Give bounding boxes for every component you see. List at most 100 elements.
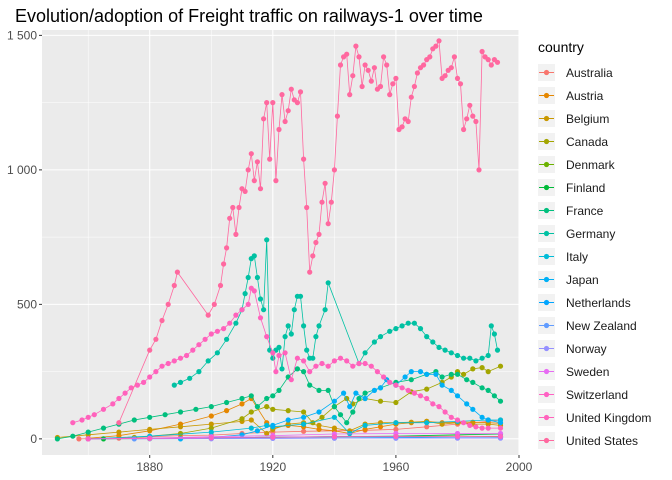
data-point: [439, 421, 445, 427]
data-point: [319, 199, 325, 205]
data-point: [325, 363, 331, 369]
legend-label: Sweden: [566, 365, 609, 379]
data-point: [479, 48, 485, 55]
data-point: [362, 62, 368, 68]
legend-key-point: [543, 299, 550, 306]
data-point: [417, 393, 424, 399]
data-point: [424, 386, 430, 392]
data-point: [467, 355, 473, 361]
data-point: [264, 430, 270, 437]
data-point: [461, 420, 467, 426]
data-point: [497, 425, 504, 431]
data-point: [147, 374, 153, 380]
data-point: [476, 167, 482, 173]
data-point: [261, 307, 267, 313]
data-point: [377, 334, 384, 340]
data-point: [393, 382, 399, 388]
data-point: [488, 62, 494, 68]
data-point: [359, 83, 365, 90]
data-point: [208, 413, 214, 419]
data-point: [301, 409, 307, 415]
data-point: [270, 422, 276, 428]
data-point: [301, 156, 307, 162]
data-point: [257, 315, 264, 321]
data-point: [411, 390, 417, 396]
data-point: [439, 382, 445, 388]
legend-background: [532, 30, 672, 456]
y-tick-label: 1 500: [7, 28, 37, 42]
legend-item: Belgium: [538, 110, 609, 127]
data-point: [208, 425, 214, 431]
legend-item: Norway: [538, 340, 607, 357]
data-point: [304, 204, 310, 211]
data-point: [251, 288, 257, 294]
data-point: [221, 326, 227, 332]
data-point: [485, 421, 491, 427]
data-point: [368, 363, 374, 369]
data-point: [485, 57, 491, 63]
data-point: [454, 371, 461, 377]
data-point: [393, 399, 399, 406]
data-point: [411, 320, 417, 326]
data-point: [319, 414, 325, 420]
data-point: [294, 366, 300, 372]
legend-label: France: [566, 204, 604, 218]
data-point: [267, 156, 273, 162]
data-point: [485, 417, 491, 423]
data-point: [464, 116, 470, 122]
data-point: [479, 355, 485, 361]
data-point: [430, 401, 436, 407]
data-point: [76, 436, 82, 442]
data-point: [362, 360, 368, 367]
data-point: [276, 344, 282, 350]
legend-item: Denmark: [538, 156, 616, 173]
legend-label: Canada: [566, 135, 608, 149]
data-point: [159, 317, 165, 324]
data-point: [214, 328, 220, 334]
data-point: [270, 393, 276, 399]
data-point: [264, 395, 270, 402]
data-point: [196, 342, 202, 348]
data-point: [381, 374, 387, 380]
data-point: [405, 320, 411, 326]
data-point: [301, 421, 307, 427]
data-point: [307, 269, 313, 275]
data-point: [288, 377, 294, 383]
data-point: [196, 369, 202, 375]
data-point: [384, 62, 390, 68]
data-point: [165, 301, 171, 307]
data-point: [116, 420, 122, 426]
data-point: [433, 371, 439, 377]
data-point: [285, 108, 291, 114]
data-point: [254, 428, 260, 434]
data-point: [387, 328, 393, 334]
data-point: [350, 73, 356, 79]
data-point: [54, 436, 61, 442]
data-point: [381, 54, 387, 60]
data-point: [399, 323, 405, 329]
data-point: [337, 62, 344, 68]
data-point: [301, 358, 307, 364]
data-point: [70, 420, 76, 426]
data-point: [233, 231, 239, 237]
data-point: [245, 301, 251, 307]
legend-label: Netherlands: [566, 296, 631, 310]
data-point: [141, 379, 147, 385]
data-point: [448, 414, 454, 420]
data-point: [254, 404, 260, 410]
data-point: [461, 126, 467, 133]
data-point: [424, 371, 430, 377]
data-point: [461, 355, 467, 361]
data-point: [159, 363, 165, 369]
data-point: [448, 387, 454, 393]
legend: country Australia Austria Belgium Canada Den…: [532, 30, 672, 456]
data-point: [273, 369, 279, 375]
data-point: [497, 363, 504, 369]
data-point: [448, 371, 454, 377]
data-point: [307, 382, 313, 388]
data-point: [310, 355, 316, 361]
data-point: [187, 375, 193, 381]
data-point: [371, 65, 377, 71]
data-point: [470, 379, 476, 385]
legend-key-point: [543, 391, 550, 398]
